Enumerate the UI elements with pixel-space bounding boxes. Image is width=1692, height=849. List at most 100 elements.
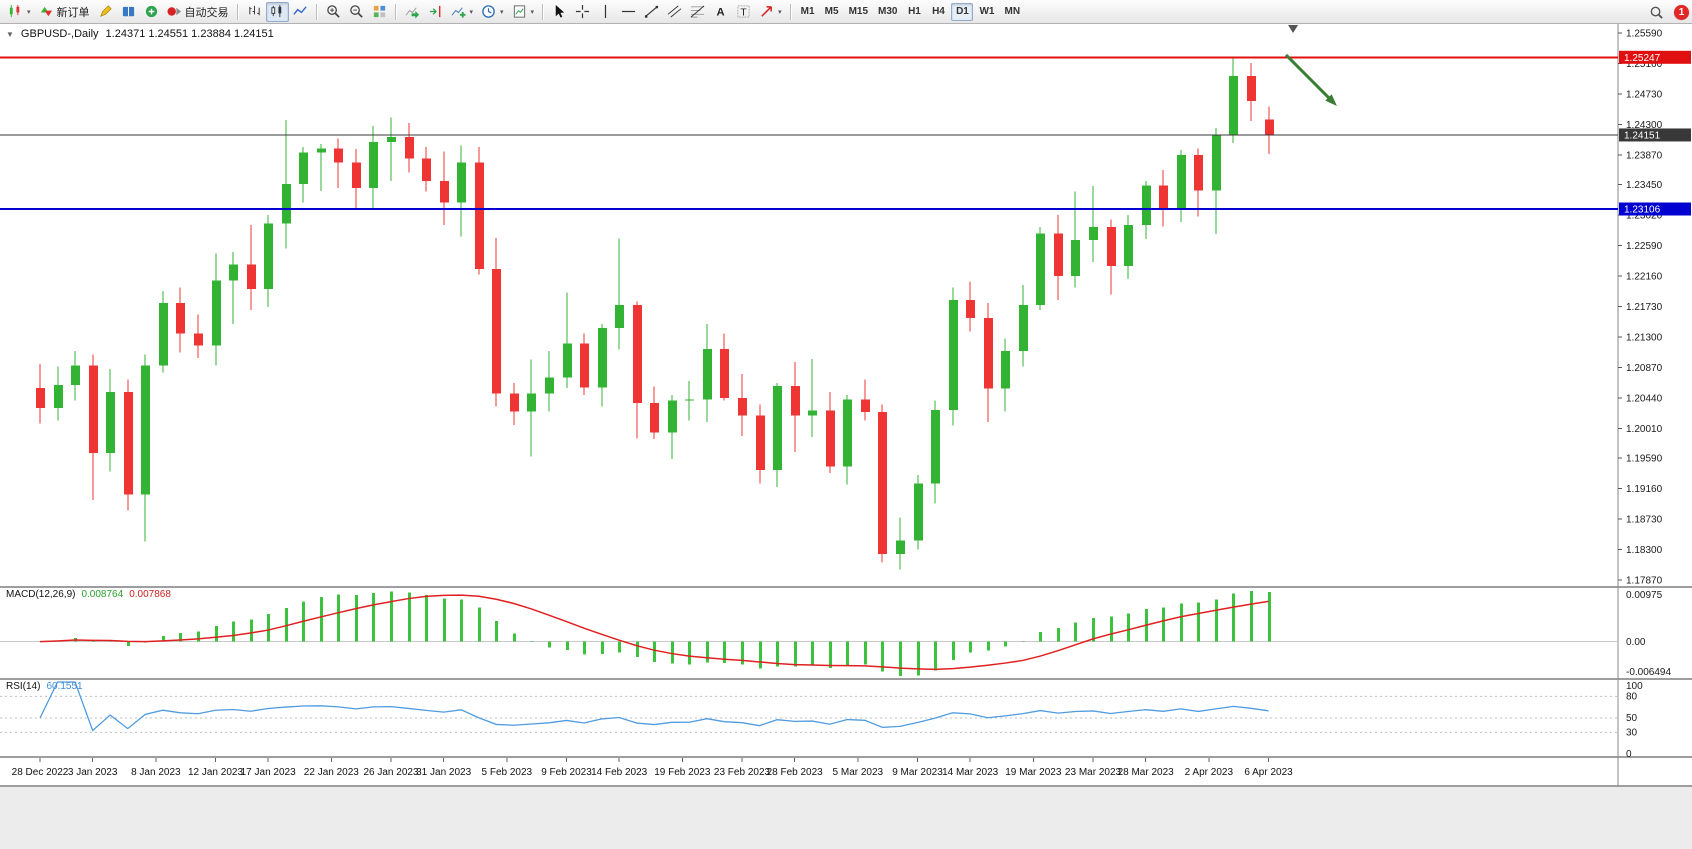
svg-text:5 Mar 2023: 5 Mar 2023 (833, 767, 884, 778)
svg-text:26 Jan 2023: 26 Jan 2023 (363, 767, 418, 778)
svg-text:1.23870: 1.23870 (1626, 150, 1663, 161)
dropdown-arrow-icon: ▾ (778, 8, 782, 16)
macd-signal-value: 0.007868 (129, 589, 171, 600)
toolbar-zoom-in-button[interactable] (322, 2, 345, 22)
trend-arrow[interactable] (1284, 53, 1337, 106)
market-watch-icon (121, 4, 136, 19)
date-axis[interactable]: 28 Dec 2022 3 Jan 2023 8 Jan 2023 12 Jan 20… (12, 758, 1293, 778)
toolbar-metaeditor-button[interactable] (94, 2, 117, 22)
chart-shift-marker[interactable] (1288, 25, 1299, 33)
hline-objects (0, 56, 1618, 211)
toolbar-indicators-button[interactable]: ▾ (447, 2, 478, 22)
svg-text:1.17870: 1.17870 (1626, 576, 1663, 587)
macd-panel (0, 591, 1618, 676)
toolbar-chart-bars-button[interactable] (243, 2, 266, 22)
svg-text:A: A (717, 6, 725, 18)
svg-text:6 Apr 2023: 6 Apr 2023 (1244, 767, 1293, 778)
svg-text:50: 50 (1626, 713, 1638, 724)
svg-text:1.19160: 1.19160 (1626, 484, 1663, 495)
toolbar-templates-button[interactable]: ▾ (508, 2, 539, 22)
svg-text:3 Jan 2023: 3 Jan 2023 (68, 767, 118, 778)
svg-text:1.22590: 1.22590 (1626, 241, 1663, 252)
toolbar-auto-trading-button[interactable]: 自动交易 (163, 2, 233, 22)
svg-text:1.24151: 1.24151 (1624, 130, 1661, 141)
chart-expander-icon[interactable]: ▼ (6, 29, 14, 39)
chart-shift-icon (428, 4, 443, 19)
svg-text:1.18300: 1.18300 (1626, 545, 1663, 556)
toolbar-periods-button[interactable]: ▾ (477, 2, 508, 22)
timeframe-h4-button[interactable]: H4 (927, 3, 949, 21)
toolbar-fibonacci-button[interactable] (686, 2, 709, 22)
svg-text:14 Feb 2023: 14 Feb 2023 (591, 767, 648, 778)
svg-text:9 Feb 2023: 9 Feb 2023 (541, 767, 592, 778)
timeframe-m1-button[interactable]: M1 (797, 3, 819, 21)
auto-trading-label: 自动交易 (184, 6, 229, 19)
toolbar-tile-windows-button[interactable] (368, 2, 391, 22)
svg-text:1.22160: 1.22160 (1626, 272, 1663, 283)
toolbar-navigator-button[interactable] (140, 2, 163, 22)
svg-text:14 Mar 2023: 14 Mar 2023 (942, 767, 999, 778)
toolbar: ▾ 新订单 自动交易 ▾ ▾ ▾ A T ▾ M1 M5 M15 M30 H1 H4 D1 W1 MN (0, 0, 1692, 24)
svg-text:12 Jan 2023: 12 Jan 2023 (188, 767, 243, 778)
svg-text:1.18730: 1.18730 (1626, 515, 1663, 526)
rsi-label: RSI(14) 60.1551 (6, 681, 83, 692)
toolbar-cursor-button[interactable] (548, 2, 571, 22)
svg-text:0.00: 0.00 (1626, 637, 1646, 648)
toolbar-trendline-button[interactable] (640, 2, 663, 22)
toolbar-right: 1 (1645, 0, 1689, 24)
dropdown-arrow-icon: ▾ (469, 8, 474, 16)
text-label-icon: T (736, 4, 751, 19)
toolbar-auto-scroll-button[interactable] (401, 2, 424, 22)
toolbar-new-chart-button[interactable]: ▾ (4, 2, 35, 22)
toolbar-text-button[interactable]: A (709, 2, 732, 22)
svg-text:1.19590: 1.19590 (1626, 454, 1663, 465)
svg-text:0.00975: 0.00975 (1626, 590, 1663, 601)
toolbar-chart-line-button[interactable] (289, 2, 312, 22)
timeframe-w1-button[interactable]: W1 (975, 3, 998, 21)
toolbar-chart-shift-button[interactable] (424, 2, 447, 22)
toolbar-zoom-out-button[interactable] (345, 2, 368, 22)
toolbar-crosshair-button[interactable] (571, 2, 594, 22)
svg-text:2 Apr 2023: 2 Apr 2023 (1185, 767, 1234, 778)
templates-icon (512, 4, 527, 19)
horizontal-line-icon (621, 4, 636, 19)
toolbar-horizontal-line-button[interactable] (617, 2, 640, 22)
toolbar-chart-candles-button[interactable] (265, 1, 289, 22)
toolbar-text-label-button[interactable]: T (732, 2, 755, 22)
timeframe-m15-button[interactable]: M15 (845, 3, 872, 21)
new-order-icon (39, 4, 54, 19)
timeframe-m30-button[interactable]: M30 (874, 3, 901, 21)
chart-candles-icon (270, 4, 285, 19)
dropdown-arrow-icon: ▾ (500, 8, 504, 16)
toolbar-market-watch-button[interactable] (117, 2, 140, 22)
svg-text:8 Jan 2023: 8 Jan 2023 (131, 767, 181, 778)
chart-ohlc-values: 1.24371 1.24551 1.23884 1.24151 (105, 28, 274, 40)
auto-trading-icon (166, 4, 182, 19)
toolbar-equidistant-channel-button[interactable] (663, 2, 686, 22)
dropdown-arrow-icon: ▾ (27, 8, 31, 16)
svg-text:23 Mar 2023: 23 Mar 2023 (1065, 767, 1122, 778)
timeframe-d1-button[interactable]: D1 (951, 2, 974, 21)
resistance-line-price-tag: 1.25247 (1619, 50, 1691, 64)
svg-text:9 Mar 2023: 9 Mar 2023 (892, 767, 943, 778)
toolbar-new-order-button[interactable]: 新订单 (35, 2, 94, 22)
navigator-icon (144, 4, 159, 19)
indicators-icon (451, 4, 466, 19)
dropdown-arrow-icon: ▾ (530, 8, 535, 16)
macd-label: MACD(12,26,9) 0.008764 0.007868 (6, 589, 171, 600)
cursor-icon (552, 4, 567, 19)
toolbar-arrows-button[interactable]: ▾ (755, 2, 786, 22)
search-button[interactable] (1645, 2, 1668, 22)
timeframe-mn-button[interactable]: MN (1000, 3, 1024, 21)
price-chart-svg[interactable]: 1.25590 1.25160 1.24730 1.24300 1.23870 1.234… (0, 24, 1692, 849)
timeframe-m5-button[interactable]: M5 (821, 3, 843, 21)
zoom-in-icon (326, 4, 341, 19)
toolbar-vertical-line-button[interactable] (594, 2, 617, 22)
chart-region[interactable]: 1.25590 1.25160 1.24730 1.24300 1.23870 1.234… (0, 24, 1692, 849)
price-axis[interactable]: 1.25590 1.25160 1.24730 1.24300 1.23870 1.234… (1618, 29, 1691, 587)
chart-bars-icon (247, 4, 262, 19)
timeframe-h1-button[interactable]: H1 (903, 3, 925, 21)
svg-text:1.21730: 1.21730 (1626, 302, 1663, 313)
notification-badge[interactable]: 1 (1674, 4, 1689, 20)
